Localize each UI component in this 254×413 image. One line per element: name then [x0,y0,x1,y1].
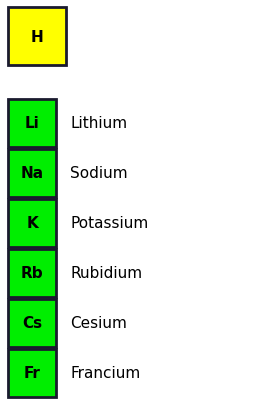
Bar [8,8,66,66]
Text: Lithium: Lithium [70,116,127,131]
Text: Fr: Fr [24,366,40,380]
Text: Francium: Francium [70,366,140,380]
Text: K: K [26,216,38,231]
Bar [8,150,56,197]
Bar [8,100,56,147]
Bar [8,199,56,247]
Text: Rubidium: Rubidium [70,266,142,281]
Text: Na: Na [20,166,44,181]
Bar [8,349,56,397]
Bar [8,299,56,347]
Text: Cesium: Cesium [70,316,127,331]
Text: Li: Li [25,116,39,131]
Text: Cs: Cs [22,316,42,331]
Text: H: H [31,29,43,44]
Text: Potassium: Potassium [70,216,148,231]
Text: Rb: Rb [21,266,43,281]
Bar [8,249,56,297]
Text: Sodium: Sodium [70,166,128,181]
